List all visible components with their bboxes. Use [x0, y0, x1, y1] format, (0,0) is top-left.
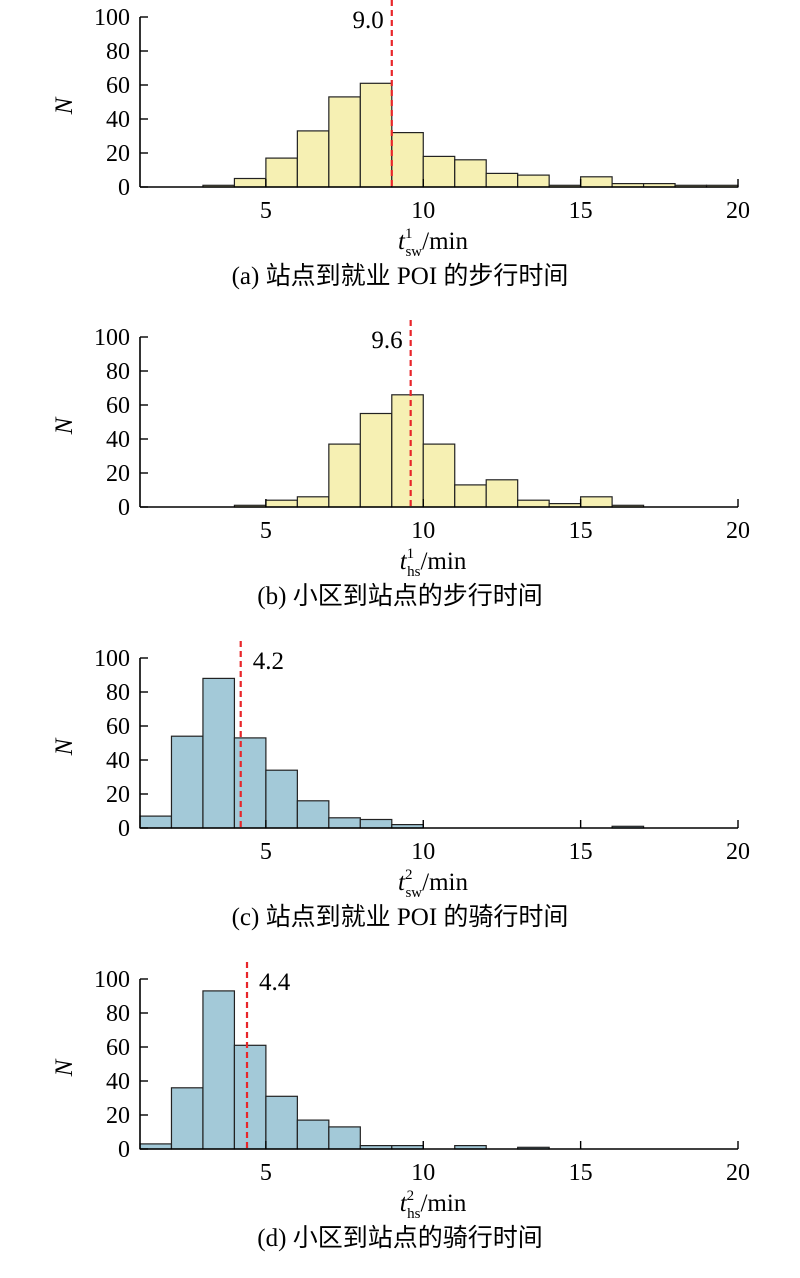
y-tick-label: 0 [118, 816, 130, 842]
median-label: 4.2 [253, 648, 284, 675]
y-tick-label: 20 [106, 782, 130, 808]
histogram-bar [391, 394, 424, 508]
x-axis-title: t1 sw/min [398, 226, 468, 260]
y-tick-label: 100 [94, 5, 130, 31]
y-tick-label: 0 [118, 1137, 130, 1163]
histogram-bar [328, 817, 361, 829]
histogram-chart-a: 0 20 40 60 80 100 5 10 15 20 Nt1 sw/min 9.0 [51, 0, 750, 260]
x-tick-label: 15 [569, 198, 593, 224]
y-tick-label: 0 [118, 495, 130, 521]
x-tick-label: 20 [726, 1160, 750, 1186]
y-axis-title: N [51, 416, 78, 435]
histogram-bar [296, 496, 330, 508]
y-axis-title: N [51, 1058, 78, 1077]
histogram-bar [517, 174, 550, 188]
x-tick-label: 15 [569, 839, 593, 865]
histogram-bar [233, 737, 267, 829]
x-tick-label: 5 [260, 518, 272, 544]
histogram-bar [485, 172, 519, 188]
x-tick-label: 5 [260, 198, 272, 224]
y-axis-title: N [51, 96, 78, 115]
histogram-bar [422, 155, 456, 188]
histogram-bar [296, 800, 330, 829]
histogram-chart-b: 0 20 40 60 80 100 5 10 15 20 Nt1 hs/min 9.6 [51, 320, 750, 580]
histogram-bar [202, 990, 236, 1150]
x-tick-label: 5 [260, 839, 272, 865]
x-axis-title: t2 sw/min [398, 867, 468, 901]
x-tick-label: 15 [569, 518, 593, 544]
median-label: 4.4 [259, 969, 291, 996]
histogram-bar [265, 1095, 298, 1150]
x-axis-title: t2 hs/min [400, 1188, 467, 1222]
histogram-bar [422, 443, 456, 508]
histogram-bar [328, 443, 361, 508]
y-tick-label: 80 [106, 1001, 130, 1027]
histogram-bar [328, 1126, 361, 1150]
histogram-bar [391, 132, 424, 188]
y-tick-label: 80 [106, 680, 130, 706]
y-tick-label: 20 [106, 1103, 130, 1129]
histogram-bar [359, 818, 393, 829]
histogram-bar [233, 1044, 267, 1150]
histogram-bar [454, 484, 487, 508]
histogram-bar [359, 82, 393, 188]
histogram-bar [265, 769, 298, 829]
y-tick-label: 60 [106, 73, 130, 99]
x-tick-label: 15 [569, 1160, 593, 1186]
y-tick-label: 100 [94, 646, 130, 672]
histogram-bar [296, 130, 330, 188]
histogram-bar [265, 499, 298, 508]
histogram-bar [328, 96, 361, 188]
y-tick-label: 20 [106, 461, 130, 487]
y-tick-label: 100 [94, 967, 130, 993]
x-tick-label: 20 [726, 198, 750, 224]
x-tick-label: 5 [260, 1160, 272, 1186]
histogram-bar [296, 1119, 330, 1150]
histogram-bar [170, 735, 204, 829]
y-tick-label: 60 [106, 714, 130, 740]
histogram-bar [454, 159, 487, 188]
median-label: 9.6 [371, 327, 402, 354]
y-tick-label: 80 [106, 39, 130, 65]
histogram-bar [580, 176, 613, 188]
y-tick-label: 40 [106, 748, 130, 774]
histogram-bar [517, 499, 550, 508]
chart-caption-a: (a) 站点到就业 POI 的步行时间 [231, 263, 569, 290]
histogram-bar [580, 496, 613, 508]
y-tick-label: 80 [106, 359, 130, 385]
histogram-bar [233, 177, 267, 188]
y-tick-label: 0 [118, 175, 130, 201]
x-tick-label: 10 [411, 1160, 435, 1186]
x-tick-label: 10 [411, 839, 435, 865]
histogram-bar [485, 479, 519, 508]
y-tick-label: 40 [106, 107, 130, 133]
chart-caption-d: (d) 小区到站点的骑行时间 [257, 1225, 543, 1252]
y-tick-label: 40 [106, 427, 130, 453]
histogram-bar [359, 412, 393, 508]
y-axis-title: N [51, 737, 78, 756]
histogram-chart-c: 0 20 40 60 80 100 5 10 15 20 Nt2 sw/min 4.2 [51, 641, 750, 901]
y-tick-label: 20 [106, 141, 130, 167]
median-label: 9.0 [353, 7, 384, 34]
y-tick-label: 60 [106, 393, 130, 419]
y-tick-label: 100 [94, 325, 130, 351]
y-tick-label: 60 [106, 1035, 130, 1061]
x-axis-title: t1 hs/min [400, 546, 467, 580]
histogram-bar [170, 1087, 204, 1150]
x-tick-label: 10 [411, 198, 435, 224]
x-tick-label: 20 [726, 839, 750, 865]
chart-caption-b: (b) 小区到站点的步行时间 [257, 583, 543, 610]
histogram-chart-d: 0 20 40 60 80 100 5 10 15 20 Nt2 hs/min 4.4 [51, 962, 750, 1222]
histogram-bar [202, 677, 236, 829]
chart-caption-c: (c) 站点到就业 POI 的骑行时间 [231, 904, 569, 931]
x-tick-label: 20 [726, 518, 750, 544]
x-tick-label: 10 [411, 518, 435, 544]
y-tick-label: 40 [106, 1069, 130, 1095]
histogram-bar [265, 157, 298, 188]
histogram-bar [139, 815, 173, 829]
